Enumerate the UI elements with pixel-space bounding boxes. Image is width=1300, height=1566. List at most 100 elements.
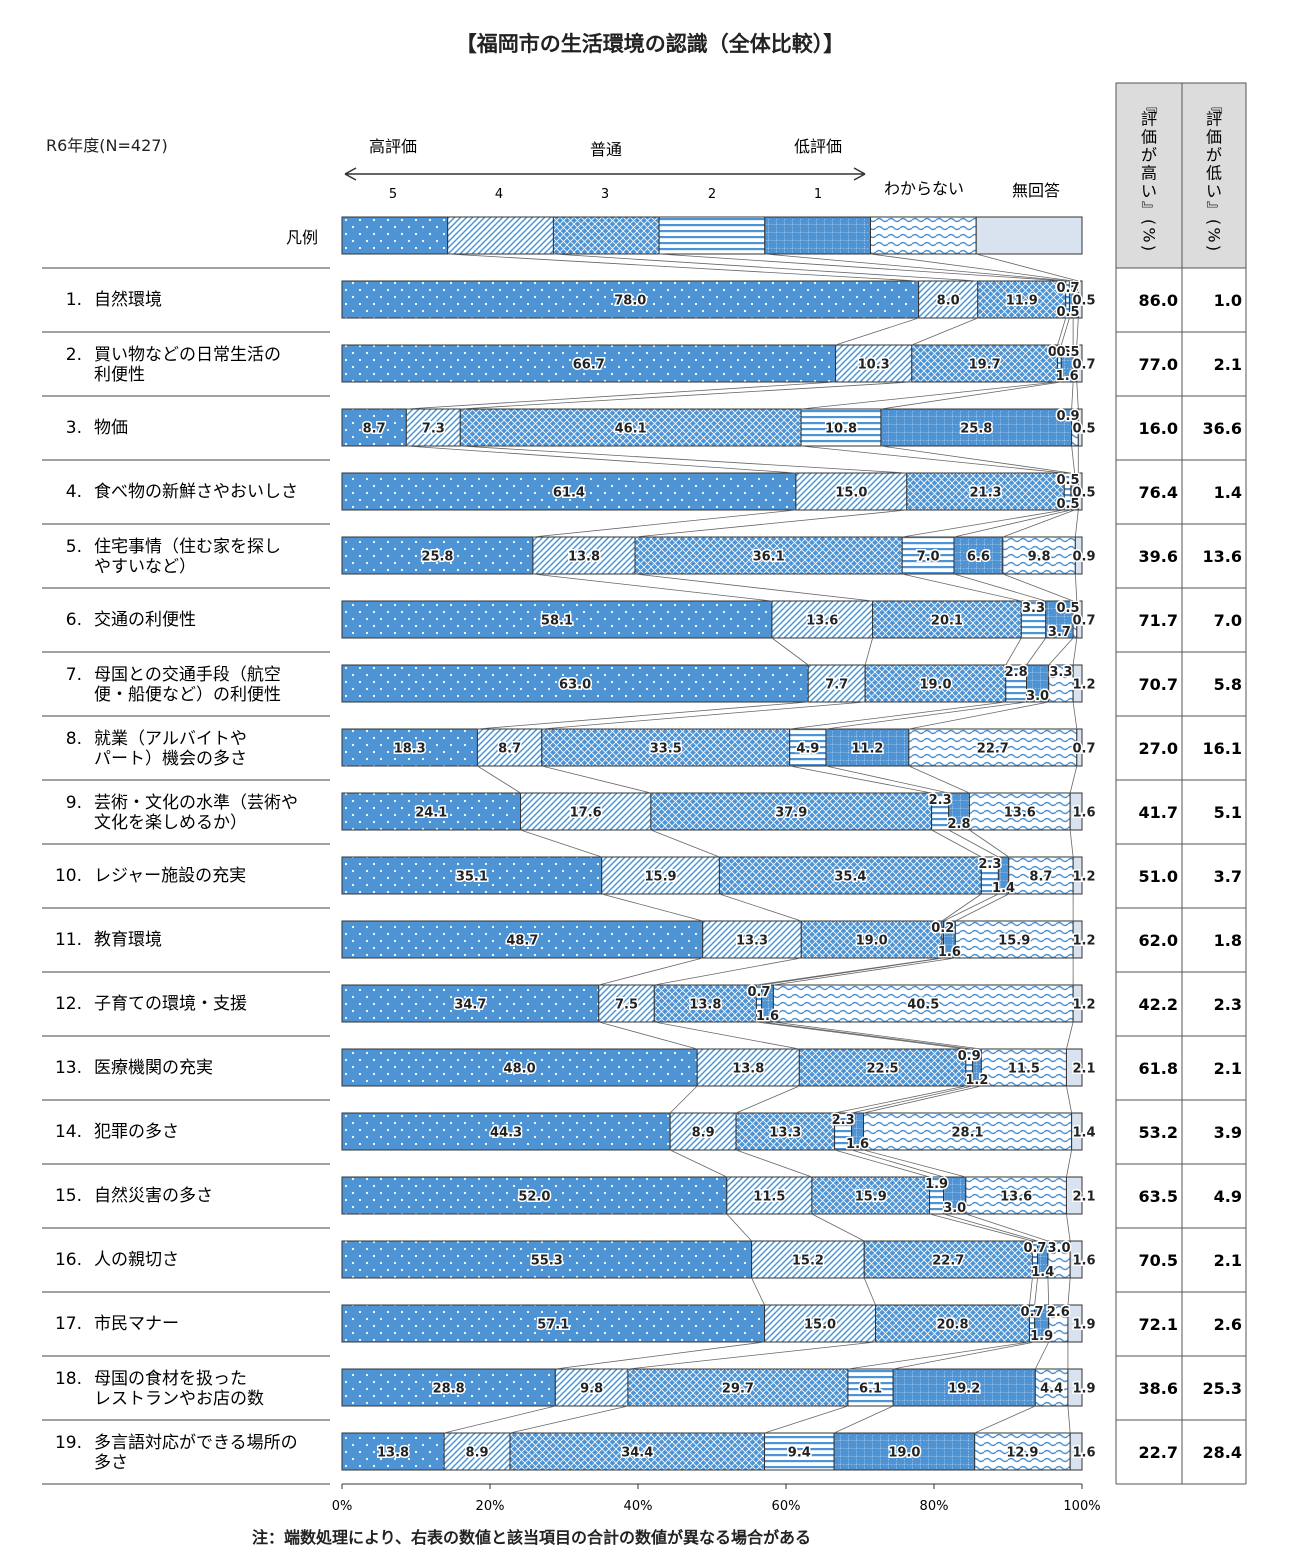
legend-score-2: 2	[708, 187, 716, 202]
x-tick-label: 60%	[772, 1499, 801, 1514]
data-label: 1.4	[1031, 1265, 1054, 1280]
row-label-line: 市民マナー	[94, 1314, 179, 1334]
row-number: 14.	[55, 1122, 82, 1142]
x-tick-label: 20%	[476, 1499, 505, 1514]
data-label: 0.5	[1056, 345, 1079, 360]
data-label: 9.8	[1028, 550, 1051, 565]
bar-row: 18.3 8.7 33.5 4.9 11.2 22.7 0.7	[341, 728, 1097, 767]
table-value-low: 5.8	[1214, 675, 1242, 694]
bar-segment-no-answer	[1069, 792, 1083, 831]
connector-lines	[406, 253, 1079, 1434]
legend-swatch-1	[764, 216, 871, 255]
svg-text:(: (	[1140, 219, 1159, 225]
data-label: 1.6	[1072, 1446, 1095, 1461]
data-label: 6.1	[859, 1382, 882, 1397]
svg-text:い: い	[1141, 182, 1157, 201]
svg-text:評: 評	[1141, 110, 1157, 129]
row-label-line: 自然環境	[94, 290, 162, 310]
bar-segment-5	[341, 280, 920, 319]
bar-row: 78.0 8.0 11.90.50.50.70.5	[341, 280, 1097, 322]
legend-swatch-2	[658, 216, 766, 255]
table-value-low: 1.0	[1214, 291, 1242, 310]
data-label: 78.0	[614, 294, 646, 309]
legend-label-unknown: わからない	[884, 179, 964, 198]
bar-segment-3	[872, 600, 1022, 639]
bar-segment-3	[977, 280, 1067, 319]
data-label: 2.8	[1005, 665, 1028, 680]
bar-segment-4	[443, 1432, 511, 1471]
data-label: 15.0	[835, 486, 867, 501]
data-label: 3.3	[1049, 665, 1072, 680]
bar-segment-no-answer	[1067, 1368, 1083, 1407]
table-value-low: 2.3	[1214, 995, 1242, 1014]
data-label: 0.7	[1072, 742, 1095, 757]
table-header-bg	[1115, 82, 1247, 269]
row-number: 10.	[55, 866, 82, 886]
row-label-line: 便・船便など）の利便性	[94, 685, 281, 705]
bar-row: 48.0 13.8 22.5 0.9 1.2 11.5 2.1	[341, 1048, 1097, 1090]
bar-segment-3	[863, 1240, 1033, 1279]
data-label: 19.0	[856, 934, 888, 949]
row-label-line: 母国の食材を扱った	[94, 1369, 247, 1389]
svg-text:評: 評	[1206, 110, 1222, 129]
data-label: 0.7	[1072, 358, 1095, 373]
data-label: 22.5	[867, 1062, 899, 1077]
data-label: 0.5	[1056, 281, 1079, 296]
data-label: 61.4	[553, 486, 585, 501]
data-label: 0.5	[1072, 486, 1095, 501]
data-label: 22.7	[977, 742, 1009, 757]
svg-text:『: 『	[1205, 98, 1224, 114]
data-label: 6.6	[967, 550, 990, 565]
row-label: 13. 医療機関の充実	[55, 1058, 213, 1078]
data-label: 58.1	[541, 614, 573, 629]
scale-label-high: 高評価	[369, 137, 417, 156]
sample-info: R6年度(N=427)	[46, 136, 168, 155]
bar-segment-no-answer	[1065, 1176, 1083, 1215]
data-label: 25.8	[960, 422, 992, 437]
data-label: 7.0	[917, 550, 940, 565]
bar-segment-no-answer	[1074, 536, 1083, 575]
bar-segment-2	[1020, 600, 1047, 639]
row-number: 17.	[55, 1314, 82, 1334]
bar-segment-no-answer	[1076, 728, 1083, 767]
data-label: 18.3	[394, 742, 426, 757]
table-value-high: 63.5	[1139, 1187, 1178, 1206]
table-value-high: 27.0	[1139, 739, 1178, 758]
data-label: 1.9	[925, 1177, 948, 1192]
data-label: 0.7	[1056, 281, 1079, 296]
data-label: 35.4	[834, 870, 866, 885]
row-number: 1.	[66, 290, 82, 310]
data-label: 15.0	[804, 1318, 836, 1333]
bar-segment-5	[341, 664, 809, 703]
row-label: 3. 物価	[66, 418, 128, 438]
x-tick-label: 40%	[624, 1499, 653, 1514]
row-number: 15.	[55, 1186, 82, 1206]
bar-segment-5	[341, 792, 522, 831]
data-label: 19.0	[919, 678, 951, 693]
row-label-line: 交通の利便性	[94, 610, 196, 630]
bar-segment-no-answer	[1067, 1304, 1083, 1343]
bar-segment-4	[795, 472, 908, 511]
bar-segment-4	[520, 792, 652, 831]
data-label: 12.9	[1006, 1446, 1038, 1461]
svg-text:』: 』	[1140, 201, 1159, 217]
table-value-low: 1.8	[1214, 931, 1242, 950]
bar-segment-unknown	[965, 1176, 1067, 1215]
data-label: 1.6	[938, 945, 961, 960]
table-value-high: 16.0	[1139, 419, 1178, 438]
bar-row: 48.7 13.3 19.0 0.2 1.6 15.9 1.2	[341, 920, 1097, 962]
table-value-high: 62.0	[1139, 931, 1178, 950]
svg-text:): )	[1140, 245, 1159, 251]
data-label: 0.7	[747, 985, 770, 1000]
data-label: 44.3	[490, 1126, 522, 1141]
bar-segment-3	[653, 984, 757, 1023]
data-label: 63.0	[559, 678, 591, 693]
bar-row: 66.7 10.3 19.7 0.5 1.6 0.50.7	[341, 344, 1097, 386]
legend-row-label: 凡例	[286, 228, 318, 247]
data-label: 19.2	[948, 1382, 980, 1397]
data-label: 1.9	[1072, 1318, 1095, 1333]
bar-row: 35.1 15.9 35.4 2.3 1.4 8.7 1.2	[341, 856, 1097, 898]
svg-text:価: 価	[1206, 128, 1222, 147]
data-label: 0.5	[1048, 345, 1071, 360]
